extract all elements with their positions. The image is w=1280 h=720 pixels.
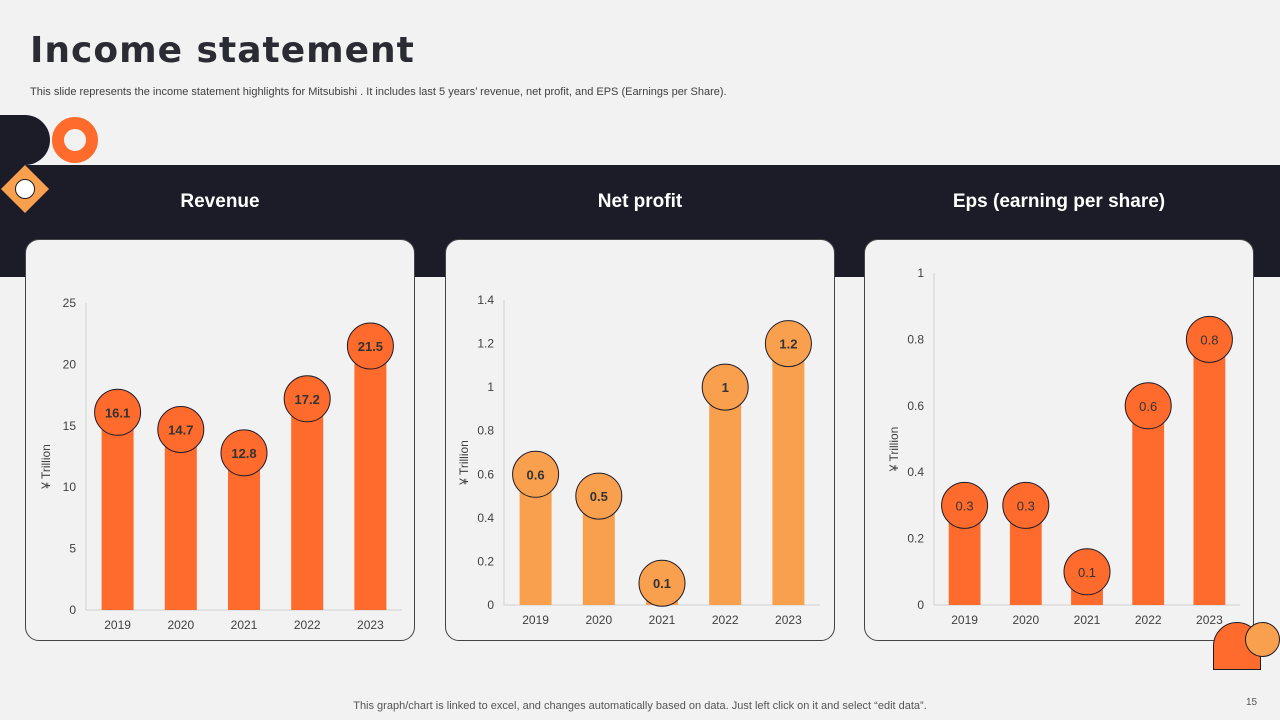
x-tick-label: 2020 (167, 618, 194, 632)
y-tick-label: 20 (63, 357, 77, 371)
bar-2021[interactable] (228, 452, 260, 610)
data-label: 14.7 (168, 422, 193, 437)
decorative-half-circle (0, 115, 50, 165)
y-tick-label: 0.8 (477, 424, 494, 438)
net-profit-chart-card: 0 0.2 0.4 0.6 0.8 1 1.2 1.4 ¥ Trillion 2019 0.6 202… (445, 239, 835, 641)
data-label: 1.2 (779, 337, 797, 352)
data-label: 17.2 (295, 392, 320, 407)
y-tick-label: 0 (69, 603, 76, 617)
page-subtitle: This slide represents the income stateme… (30, 86, 727, 98)
x-tick-label: 2023 (357, 618, 384, 632)
x-tick-label: 2021 (231, 618, 258, 632)
x-tick-label: 2021 (649, 613, 676, 627)
y-tick-label: 5 (69, 542, 76, 556)
y-tick-label: 25 (63, 296, 77, 310)
data-label: 0.1 (1078, 565, 1096, 580)
x-tick-label: 2019 (104, 618, 131, 632)
y-tick-label: 15 (63, 419, 77, 433)
net-profit-heading: Net profit (597, 191, 683, 212)
decorative-dot (15, 179, 35, 199)
x-tick-label: 2021 (1074, 613, 1101, 627)
y-tick-label: 0.2 (477, 554, 494, 568)
data-label: 0.5 (590, 489, 608, 504)
value-bubble (94, 388, 142, 436)
eps-chart-card: 0 0.2 0.4 0.6 0.8 1 ¥ Trillion 2019 0.3 2020 0.3 20… (864, 239, 1254, 641)
x-tick-label: 2020 (585, 613, 612, 627)
y-tick-label: 0.6 (477, 467, 494, 481)
decorative-ring (52, 117, 98, 163)
data-label: 21.5 (358, 339, 383, 354)
eps-heading: Eps (earning per share) (952, 191, 1166, 212)
page-title: Income statement (30, 30, 415, 71)
y-tick-label: 0.8 (907, 332, 924, 346)
value-bubble (220, 429, 268, 477)
bar-2023[interactable] (772, 343, 805, 605)
y-axis-label: ¥ Trillion (457, 440, 471, 486)
footer-note: This graph/chart is linked to excel, and… (353, 700, 927, 712)
page-number: 15 (1246, 697, 1258, 708)
data-label: 0.8 (1200, 332, 1218, 347)
y-tick-label: 10 (63, 480, 77, 494)
y-tick-label: 0 (917, 598, 924, 612)
bar-2022[interactable] (1132, 405, 1165, 605)
data-label: 0.6 (527, 467, 545, 482)
y-tick-label: 0.2 (907, 532, 924, 546)
data-label: 0.6 (1139, 399, 1157, 414)
x-tick-label: 2019 (522, 613, 549, 627)
y-tick-label: 1.4 (477, 293, 494, 307)
value-bubble (512, 450, 560, 498)
x-tick-label: 2023 (775, 613, 802, 627)
y-axis-label: ¥ Trillion (39, 444, 53, 490)
data-label: 16.1 (105, 405, 130, 420)
bar-2023[interactable] (354, 345, 387, 610)
net-profit-chart[interactable]: 0 0.2 0.4 0.6 0.8 1 1.2 1.4 ¥ Trillion 2019 0.6 202… (446, 240, 836, 642)
value-bubble (1124, 382, 1172, 430)
y-tick-label: 0.4 (477, 511, 494, 525)
bar-2019[interactable] (101, 412, 134, 610)
x-tick-label: 2022 (1135, 613, 1162, 627)
data-label: 0.3 (1017, 498, 1035, 513)
y-tick-label: 0.4 (907, 465, 924, 479)
value-bubble (575, 472, 623, 520)
value-bubble (701, 363, 749, 411)
x-tick-label: 2020 (1012, 613, 1039, 627)
data-label: 1 (722, 380, 729, 395)
y-tick-label: 0 (487, 598, 494, 612)
revenue-chart-card: 0 5 10 15 20 25 ¥ Trillion 2019 16.1 2020 14.7 2021… (25, 239, 415, 641)
value-bubble (1063, 548, 1111, 596)
data-label: 12.8 (231, 446, 256, 461)
revenue-heading: Revenue (180, 191, 260, 212)
y-tick-label: 1.2 (477, 337, 494, 351)
bar-2022[interactable] (291, 398, 324, 610)
bar-2022[interactable] (709, 387, 742, 605)
value-bubble (157, 405, 205, 453)
x-tick-label: 2023 (1196, 613, 1223, 627)
decorative-circle (1245, 622, 1280, 657)
revenue-chart[interactable]: 0 5 10 15 20 25 ¥ Trillion 2019 16.1 2020 14.7 2021… (26, 240, 416, 642)
value-bubble (1185, 315, 1233, 363)
bar-2023[interactable] (1193, 339, 1226, 605)
value-bubble (941, 481, 989, 529)
y-tick-label: 1 (917, 266, 924, 280)
y-axis-label: ¥ Trillion (887, 427, 901, 473)
bar-2020[interactable] (164, 429, 197, 610)
y-tick-label: 0.6 (907, 399, 924, 413)
value-bubble (283, 375, 331, 423)
x-tick-label: 2022 (712, 613, 739, 627)
value-bubble (638, 559, 686, 607)
value-bubble (1002, 481, 1050, 529)
y-tick-label: 1 (487, 380, 494, 394)
value-bubble (764, 320, 812, 368)
value-bubble (346, 322, 394, 370)
x-tick-label: 2019 (951, 613, 978, 627)
x-tick-label: 2022 (294, 618, 321, 632)
data-label: 0.1 (653, 576, 671, 591)
eps-chart[interactable]: 0 0.2 0.4 0.6 0.8 1 ¥ Trillion 2019 0.3 2020 0.3 20… (865, 240, 1255, 642)
data-label: 0.3 (956, 498, 974, 513)
